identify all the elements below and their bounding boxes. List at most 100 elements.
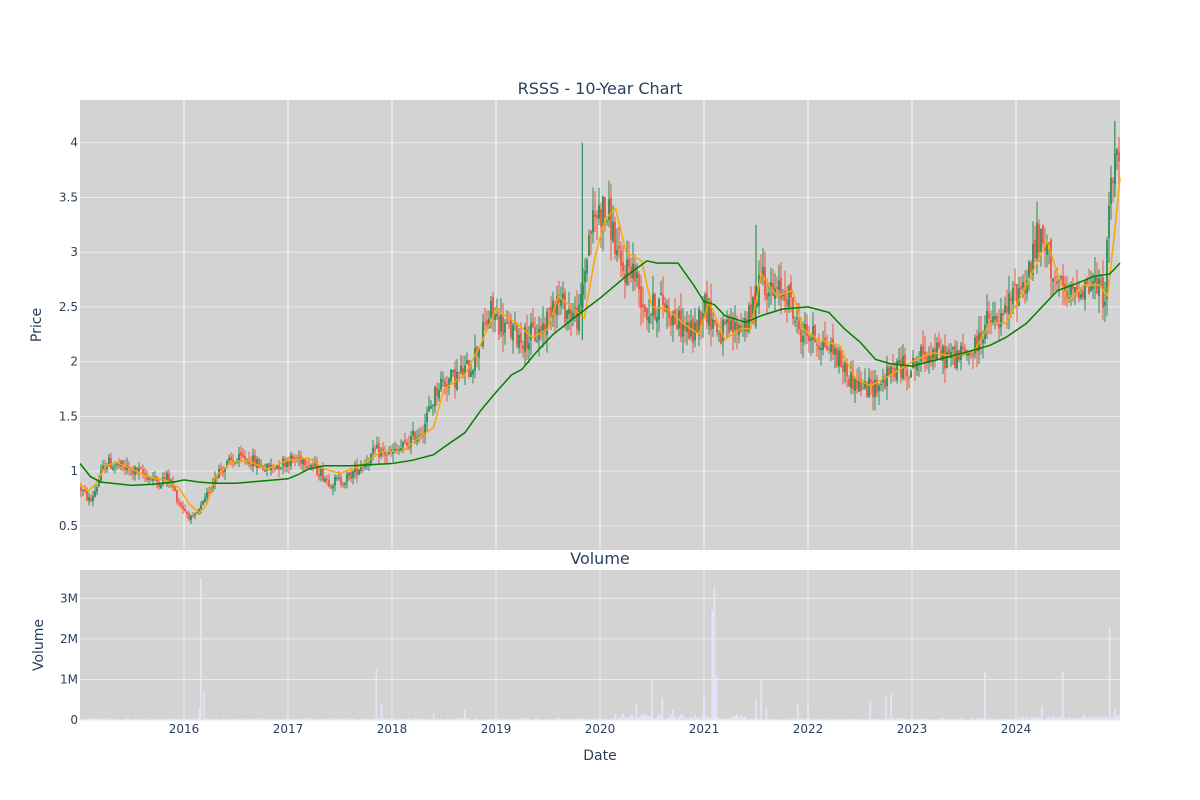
volume-bar: [869, 699, 872, 720]
volume-bar: [618, 718, 620, 720]
volume-bar: [628, 717, 630, 720]
candle: [972, 349, 974, 369]
candle-body: [1102, 277, 1104, 309]
volume-bar: [1108, 626, 1111, 720]
candle-body: [98, 480, 100, 486]
candle-body: [590, 230, 592, 234]
candle-body: [464, 365, 466, 376]
candle-body: [532, 321, 534, 328]
candle-body: [642, 304, 644, 308]
volume-bar: [312, 718, 314, 720]
candle: [376, 436, 378, 449]
volume-bar: [210, 718, 212, 720]
volume-bar: [896, 718, 898, 720]
volume-bar: [1044, 718, 1046, 720]
volume-bar: [424, 718, 426, 720]
candle: [582, 268, 584, 308]
volume-bar: [118, 718, 120, 720]
volume-bar: [826, 718, 828, 720]
candle-body: [374, 448, 376, 451]
volume-bar: [882, 719, 884, 720]
volume-bar: [538, 719, 540, 720]
volume-bar: [580, 718, 582, 720]
candle-body: [286, 461, 288, 467]
volume-bar: [722, 718, 724, 720]
candle-body: [920, 346, 922, 362]
candle-body: [672, 311, 674, 326]
candle: [624, 264, 626, 299]
candle: [860, 371, 862, 397]
candle-body: [216, 476, 218, 478]
volume-bar: [954, 718, 956, 720]
candle-body: [998, 324, 1000, 329]
volume-bar: [810, 718, 812, 720]
candle: [382, 442, 384, 458]
candle: [646, 306, 648, 331]
candle-body: [832, 338, 834, 355]
candle: [568, 291, 570, 330]
candle: [424, 413, 426, 444]
candle: [82, 488, 84, 497]
volume-bar: [406, 718, 408, 720]
volume-bar: [902, 718, 904, 720]
volume-bar: [346, 718, 348, 720]
candle-body: [1112, 180, 1114, 184]
candle-body: [636, 271, 638, 279]
volume-bar: [594, 718, 596, 720]
candle-body: [348, 472, 350, 476]
volume-x-tick-labels: 2016 2017 2018 2019 2020 2021 2022 2023 2024: [169, 722, 1032, 736]
volume-bar: [808, 718, 810, 720]
candle: [930, 342, 932, 367]
volume-bar: [220, 719, 222, 720]
chart-title: RSSS - 10-Year Chart: [518, 79, 683, 98]
volume-bar: [380, 703, 383, 720]
volume-bar: [1112, 717, 1114, 720]
volume-bar: [656, 716, 658, 720]
candle: [410, 431, 412, 455]
volume-bar: [488, 718, 490, 720]
volume-bar: [798, 718, 800, 720]
candle: [96, 484, 98, 496]
candle-body: [1006, 306, 1008, 313]
candle-body: [398, 449, 400, 452]
volume-bar: [322, 719, 324, 720]
candle: [490, 295, 492, 329]
volume-bar: [610, 718, 612, 720]
candle: [1110, 165, 1112, 220]
candle: [594, 191, 596, 232]
candle-body: [424, 423, 426, 435]
candle-body: [842, 364, 844, 372]
candle-body: [494, 314, 496, 321]
candle: [826, 335, 828, 351]
volume-bar: [402, 719, 404, 720]
candle-body: [786, 299, 788, 307]
candle: [94, 485, 96, 498]
volume-bar: [1040, 717, 1042, 720]
candle-body: [616, 249, 618, 256]
candle-body: [276, 465, 278, 469]
candle: [318, 467, 320, 481]
candle: [904, 347, 906, 381]
candle: [880, 379, 882, 392]
volume-bar: [916, 719, 918, 720]
volume-bar: [1088, 716, 1090, 720]
volume-bar: [230, 719, 232, 720]
candle-body: [356, 465, 358, 476]
candle-body: [340, 477, 342, 485]
candle: [558, 280, 560, 316]
volume-bar: [556, 718, 558, 720]
candle: [404, 432, 406, 445]
candle-body: [816, 344, 818, 346]
candle-body: [1088, 286, 1090, 294]
candle: [1090, 270, 1092, 292]
volume-bar: [864, 719, 866, 720]
candle-body: [866, 382, 868, 397]
candle: [440, 371, 442, 393]
volume-bar: [972, 718, 974, 720]
volume-bar: [713, 586, 716, 720]
long-moving-average-line: [79, 260, 1121, 487]
volume-bar: [508, 718, 510, 720]
volume-bar: [778, 719, 780, 720]
candle-body: [704, 294, 706, 317]
candle-body: [330, 486, 332, 488]
